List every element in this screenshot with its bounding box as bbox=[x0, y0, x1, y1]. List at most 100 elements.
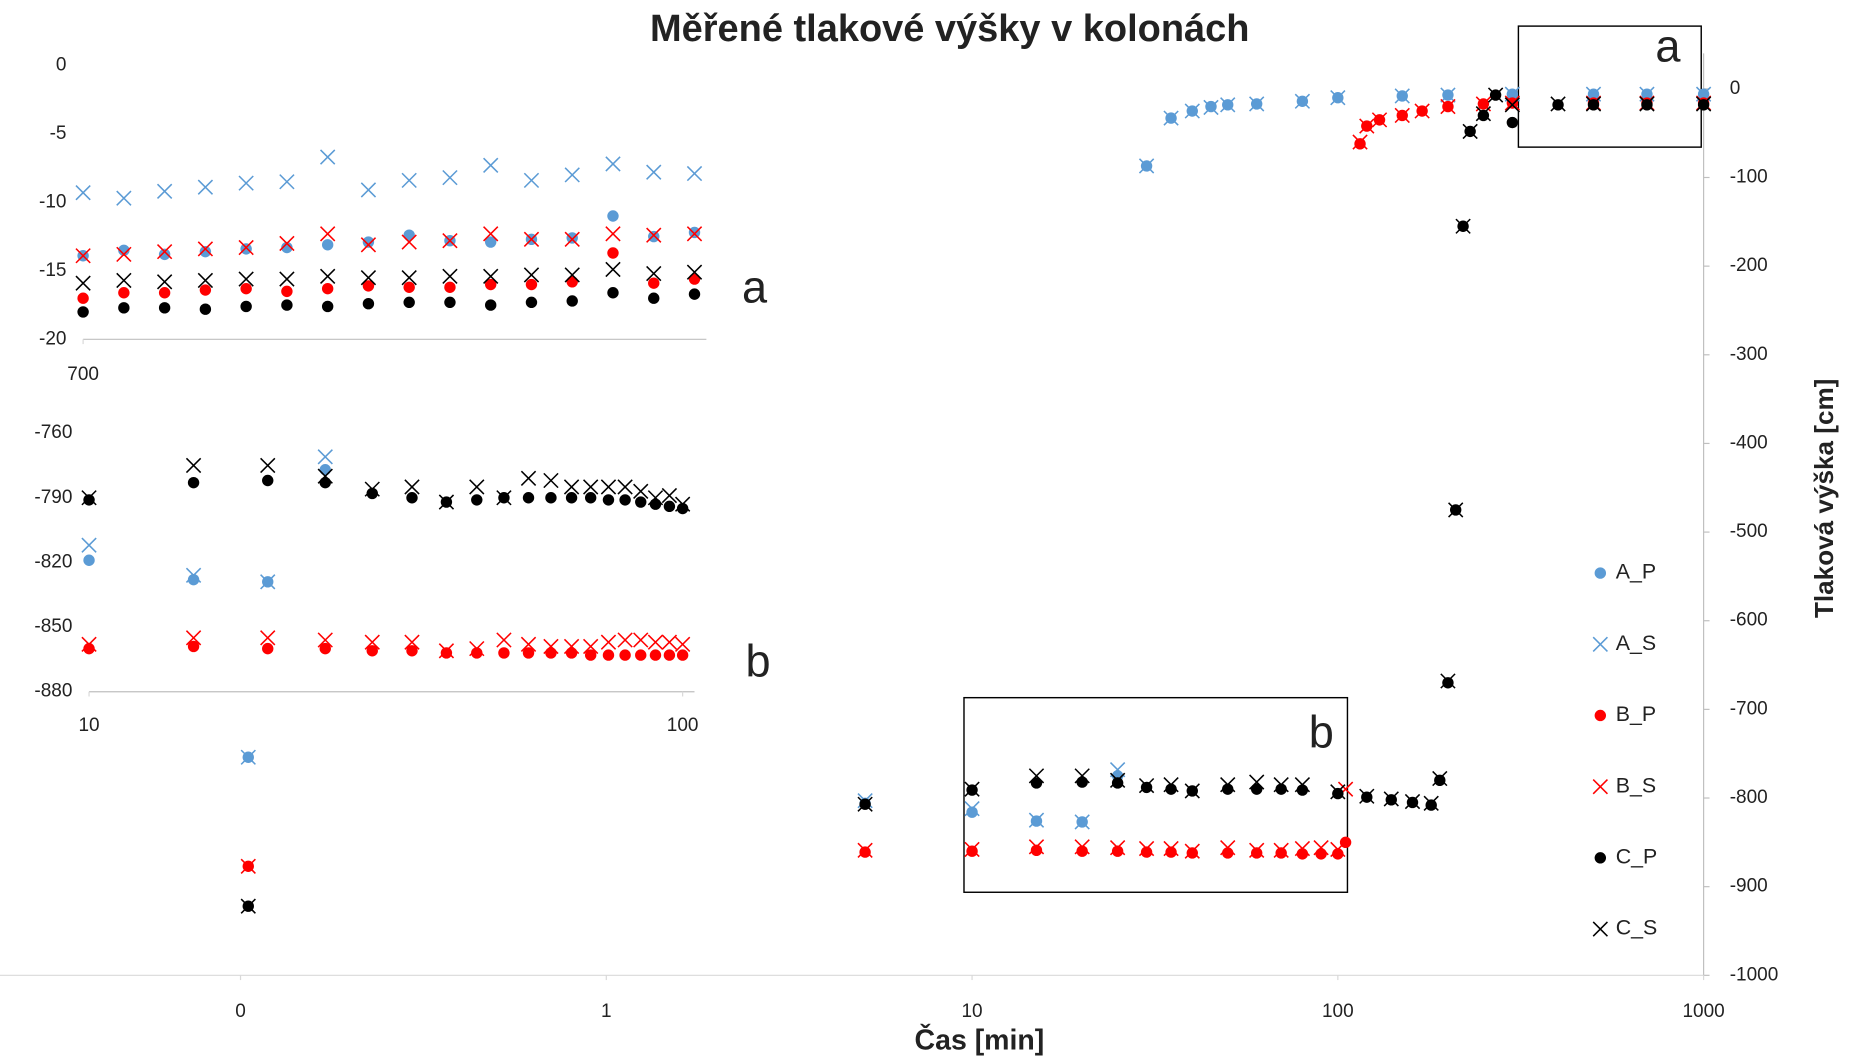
point bbox=[648, 230, 660, 243]
point bbox=[607, 210, 619, 222]
point bbox=[364, 634, 380, 650]
annotation: b bbox=[1309, 707, 1334, 758]
point bbox=[1330, 841, 1346, 858]
point bbox=[362, 280, 375, 292]
point bbox=[260, 457, 276, 474]
x-tick-label: 1000 bbox=[1682, 1001, 1724, 1022]
point bbox=[317, 468, 333, 484]
y-tick-label: -10 bbox=[39, 191, 66, 212]
point bbox=[118, 302, 130, 314]
point bbox=[366, 645, 378, 657]
point bbox=[583, 638, 599, 655]
point bbox=[1434, 774, 1446, 786]
point bbox=[1440, 87, 1456, 103]
point bbox=[1359, 788, 1375, 804]
inset-background bbox=[0, 41, 719, 381]
point bbox=[605, 261, 621, 278]
point bbox=[240, 300, 252, 313]
point bbox=[607, 247, 619, 259]
point bbox=[1138, 840, 1155, 857]
y-tick-label: -820 bbox=[34, 551, 72, 572]
point bbox=[260, 630, 276, 646]
point bbox=[619, 494, 631, 506]
point bbox=[404, 634, 420, 650]
point bbox=[317, 449, 333, 465]
point bbox=[75, 275, 91, 291]
point bbox=[859, 846, 871, 858]
point bbox=[1165, 846, 1177, 858]
point bbox=[1371, 112, 1388, 128]
annotation: a bbox=[1655, 21, 1681, 72]
point bbox=[496, 490, 512, 506]
y-tick-label: -880 bbox=[34, 681, 72, 702]
point bbox=[688, 226, 701, 239]
point bbox=[1111, 845, 1124, 857]
point bbox=[1111, 777, 1124, 789]
point bbox=[674, 636, 691, 652]
point bbox=[520, 470, 537, 487]
point bbox=[1294, 777, 1311, 793]
zoom-box-a bbox=[1517, 25, 1702, 148]
point bbox=[1294, 93, 1311, 109]
point bbox=[543, 638, 559, 655]
point bbox=[199, 284, 212, 296]
point bbox=[523, 267, 540, 283]
point bbox=[520, 636, 537, 652]
point bbox=[1394, 88, 1410, 104]
point bbox=[1332, 848, 1344, 860]
point bbox=[565, 492, 578, 504]
y-tick-label: -600 bbox=[1730, 610, 1768, 631]
point bbox=[238, 239, 254, 256]
point bbox=[1404, 793, 1421, 810]
point bbox=[279, 235, 295, 252]
point bbox=[1220, 777, 1236, 793]
x-tick-label: 100 bbox=[667, 715, 699, 736]
point bbox=[1140, 846, 1153, 858]
point bbox=[602, 649, 615, 661]
point bbox=[1165, 783, 1177, 795]
y-tick-label: -20 bbox=[39, 328, 66, 349]
point bbox=[564, 167, 580, 183]
point bbox=[1109, 761, 1126, 778]
point bbox=[442, 233, 458, 249]
point bbox=[1296, 848, 1309, 860]
point bbox=[964, 781, 980, 797]
point bbox=[319, 464, 331, 476]
point bbox=[156, 274, 173, 290]
legend-label: C_P bbox=[1616, 844, 1658, 868]
point bbox=[483, 226, 499, 242]
point bbox=[240, 282, 252, 295]
point bbox=[633, 632, 649, 648]
y-tick-label: -1000 bbox=[1730, 964, 1779, 985]
point bbox=[661, 487, 678, 504]
point bbox=[238, 271, 254, 287]
point bbox=[240, 898, 256, 914]
point bbox=[185, 567, 202, 584]
point bbox=[1138, 777, 1155, 794]
point bbox=[565, 647, 578, 659]
point bbox=[81, 537, 97, 553]
point bbox=[1222, 783, 1234, 795]
point bbox=[471, 647, 483, 659]
y-tick-label: -400 bbox=[1730, 432, 1768, 453]
point bbox=[1076, 845, 1088, 857]
point bbox=[401, 172, 417, 189]
point bbox=[444, 281, 456, 293]
point bbox=[647, 490, 664, 506]
point bbox=[1028, 768, 1045, 784]
point bbox=[563, 638, 580, 655]
point bbox=[1448, 502, 1464, 518]
point bbox=[600, 634, 617, 650]
inset-background bbox=[5, 409, 707, 734]
point bbox=[1186, 847, 1198, 859]
point bbox=[646, 164, 662, 180]
point bbox=[545, 647, 557, 659]
point bbox=[440, 647, 453, 659]
point bbox=[1487, 87, 1504, 103]
point bbox=[635, 496, 647, 508]
y-tick-label: -5 bbox=[50, 123, 67, 144]
point bbox=[321, 239, 334, 251]
point bbox=[442, 169, 458, 186]
point bbox=[158, 302, 171, 314]
point bbox=[564, 231, 580, 247]
